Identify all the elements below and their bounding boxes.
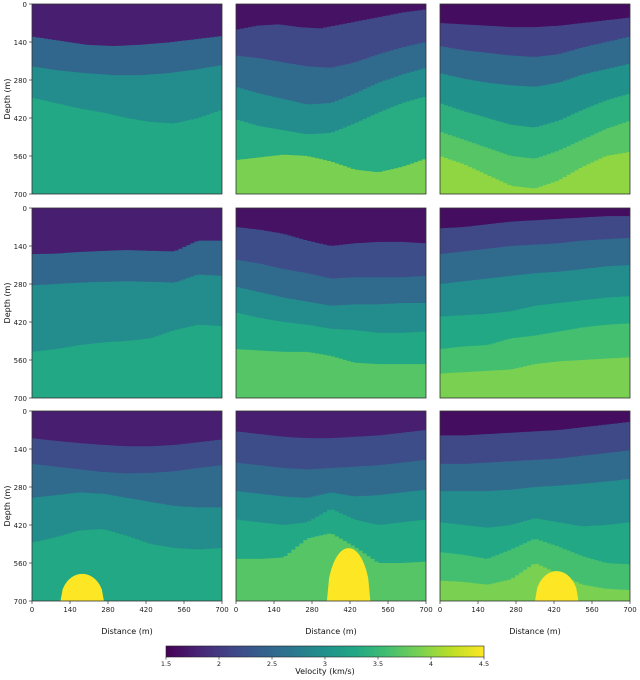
colorbar-tick-label: 4 [429, 660, 433, 668]
y-axis-label: Depth (m) [3, 486, 12, 527]
y-tick-label: 560 [14, 560, 27, 568]
colorbar-gradient [165, 645, 485, 658]
panel-frame [439, 3, 631, 195]
y-tick-label: 280 [14, 281, 27, 289]
y-tick-label: 280 [14, 484, 27, 492]
x-tick-label: 140 [471, 606, 484, 614]
x-tick-label: 420 [139, 606, 152, 614]
x-tick-label: 560 [585, 606, 598, 614]
y-axis-label: Depth (m) [3, 283, 12, 324]
x-tick-label: 560 [177, 606, 190, 614]
x-tick-label: 420 [547, 606, 560, 614]
velocity-panel-r3c2: 0 140 280 420 560 700 [234, 410, 433, 614]
y-tick-label: 420 [14, 115, 27, 123]
colorbar-tick-label: 3 [323, 660, 327, 668]
colorbar-ticks: 1.5 2 2.5 3 3.5 4 4.5 [161, 657, 489, 668]
velocity-panel-r1c1: 0 140 280 420 560 700 [14, 1, 223, 199]
y-tick-label: 0 [23, 1, 27, 9]
x-axis-label: Distance (m) [305, 627, 357, 636]
panel-frame [235, 3, 427, 195]
y-tick-label: 0 [23, 205, 27, 213]
velocity-panel-r2c1: 0 140 280 420 560 700 [14, 205, 223, 403]
y-tick-label: 700 [14, 598, 27, 606]
x-tick-label: 280 [101, 606, 114, 614]
velocity-layer [236, 533, 426, 601]
colorbar-tick-label: 1.5 [161, 660, 171, 668]
velocity-layer [440, 563, 630, 601]
y-axis-labels: Depth (m) Depth (m) Depth (m) [3, 79, 12, 527]
panel-frame [31, 3, 223, 195]
y-tick-label: 280 [14, 77, 27, 85]
x-tick-label: 140 [63, 606, 76, 614]
salt-dome [60, 573, 104, 601]
x-tick-label: 700 [623, 606, 636, 614]
salt-dome [535, 571, 579, 601]
colorbar-tick-label: 2.5 [267, 660, 277, 668]
panel-frame [439, 410, 631, 602]
y-tick-label: 140 [14, 39, 27, 47]
velocity-panel-r2c3 [439, 207, 631, 399]
x-tick-label: 280 [305, 606, 318, 614]
colorbar-tick-label: 4.5 [479, 660, 489, 668]
velocity-panel-r1c2 [235, 3, 427, 195]
velocity-panel-r2c2 [235, 207, 427, 399]
y-tick-label: 700 [14, 191, 27, 199]
y-tick-label: 420 [14, 319, 27, 327]
x-tick-label: 700 [419, 606, 432, 614]
colorbar-tick-label: 2 [217, 660, 221, 668]
x-axis-label: Distance (m) [101, 627, 153, 636]
x-axis-label: Distance (m) [509, 627, 561, 636]
velocity-panel-r3c3: 0 140 280 420 560 700 [438, 410, 637, 614]
velocity-layer [236, 154, 426, 194]
x-tick-label: 700 [215, 606, 228, 614]
panel-frame [439, 207, 631, 399]
y-tick-label: 700 [14, 395, 27, 403]
velocity-layer [32, 324, 222, 398]
colorbar-label: Velocity (km/s) [295, 667, 354, 676]
velocity-panel-r1c3 [439, 3, 631, 195]
y-tick-label: 140 [14, 243, 27, 251]
salt-dome [326, 548, 371, 601]
panel-frame [31, 410, 223, 602]
colorbar-tick-label: 3.5 [373, 660, 383, 668]
x-axis-labels: Distance (m) Distance (m) Distance (m) [101, 627, 561, 636]
velocity-layer [32, 98, 222, 194]
y-tick-label: 420 [14, 522, 27, 530]
panel-frame [235, 410, 427, 602]
x-tick-label: 0 [234, 606, 238, 614]
x-tick-label: 560 [381, 606, 394, 614]
panel-grid: 0140280420560700014028042056070001402804… [14, 1, 637, 614]
y-tick-label: 560 [14, 357, 27, 365]
y-tick-label: 140 [14, 446, 27, 454]
x-tick-label: 420 [343, 606, 356, 614]
y-tick-label: 0 [23, 408, 27, 416]
x-tick-label: 0 [438, 606, 442, 614]
velocity-layer [236, 349, 426, 398]
x-tick-label: 140 [267, 606, 280, 614]
velocity-layer [440, 357, 630, 398]
colorbar: 1.5 2 2.5 3 3.5 4 4.5 Velocity (km/s) [161, 645, 489, 676]
x-tick-label: 0 [30, 606, 34, 614]
panel-frame [235, 207, 427, 399]
panel-frame [31, 207, 223, 399]
velocity-layer [440, 152, 630, 194]
y-tick-label: 560 [14, 153, 27, 161]
x-tick-label: 280 [509, 606, 522, 614]
y-axis-label: Depth (m) [3, 79, 12, 120]
